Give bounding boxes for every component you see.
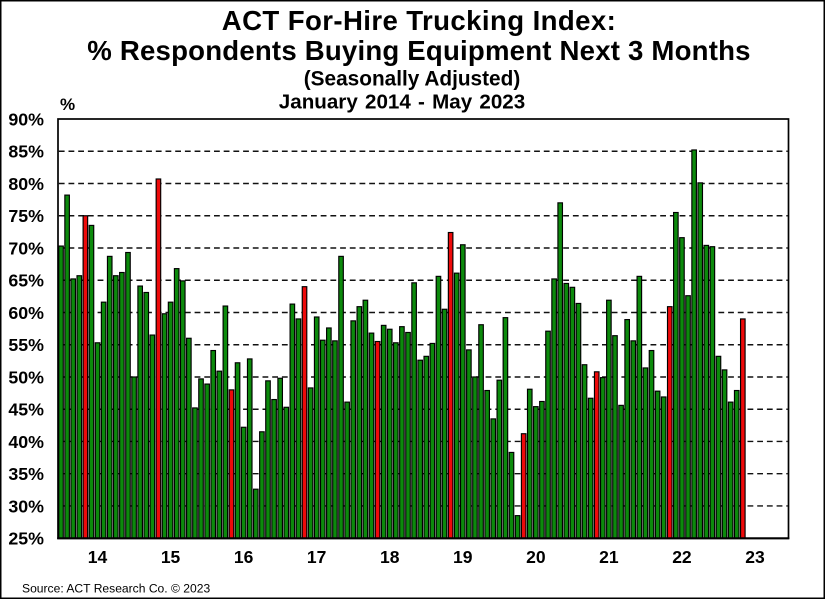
- svg-text:16: 16: [234, 547, 254, 567]
- svg-text:21: 21: [599, 547, 619, 567]
- svg-text:25%: 25%: [8, 529, 44, 549]
- svg-text:45%: 45%: [8, 400, 44, 420]
- svg-text:80%: 80%: [8, 174, 44, 194]
- svg-text:30%: 30%: [8, 496, 44, 516]
- svg-text:% Respondents Buying Equipment: % Respondents Buying Equipment Next 3 Mo…: [87, 35, 750, 66]
- svg-text:85%: 85%: [8, 142, 44, 162]
- svg-text:40%: 40%: [8, 432, 44, 452]
- svg-text:20: 20: [526, 547, 546, 567]
- svg-text:90%: 90%: [8, 109, 44, 129]
- svg-text:19: 19: [453, 547, 473, 567]
- svg-text:22: 22: [672, 547, 692, 567]
- svg-text:17: 17: [307, 547, 326, 567]
- svg-text:55%: 55%: [8, 335, 44, 355]
- svg-text:January 2014 - May 2023: January 2014 - May 2023: [279, 91, 525, 114]
- svg-text:23: 23: [745, 547, 765, 567]
- svg-text:50%: 50%: [8, 367, 44, 387]
- svg-text:18: 18: [380, 547, 400, 567]
- svg-text:35%: 35%: [8, 464, 44, 484]
- svg-text:%: %: [60, 95, 75, 114]
- svg-text:(Seasonally Adjusted): (Seasonally Adjusted): [304, 68, 521, 91]
- svg-text:75%: 75%: [8, 206, 44, 226]
- svg-text:Source: ACT Research Co. © 202: Source: ACT Research Co. © 2023: [22, 582, 210, 596]
- svg-text:70%: 70%: [8, 238, 44, 258]
- svg-text:60%: 60%: [8, 303, 44, 323]
- svg-text:14: 14: [88, 547, 108, 567]
- svg-text:15: 15: [161, 547, 181, 567]
- svg-text:ACT For-Hire Trucking Index:: ACT For-Hire Trucking Index:: [222, 5, 616, 36]
- svg-text:65%: 65%: [8, 271, 44, 291]
